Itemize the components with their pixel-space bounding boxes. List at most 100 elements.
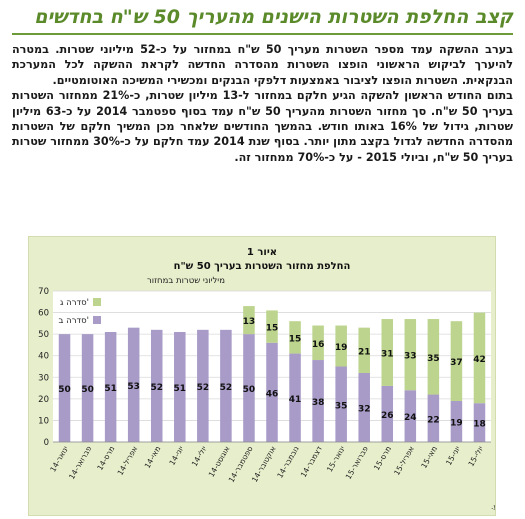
article-body: בערב ההשקה עמד מספר השטרות מעריך 50 ש"ח … xyxy=(12,42,513,165)
x-tick-label: אוקטובר-14 xyxy=(250,445,278,484)
data-label-series-b: 50 xyxy=(81,385,94,395)
bar-series-b xyxy=(104,331,117,442)
page-title: קצב החלפת השטרות הישנים מהעריך 50 ש"ח בח… xyxy=(34,6,513,28)
x-tick-label: מאי-15 xyxy=(419,445,439,470)
legend-label-series-b: סדרה ב' xyxy=(59,316,89,326)
bar-series-b xyxy=(266,342,278,442)
x-tick-label: אפריל-14 xyxy=(116,445,140,477)
data-label-series-g: 15 xyxy=(289,334,302,344)
x-tick-label: יולי-14 xyxy=(190,444,209,468)
data-label-series-g: 15 xyxy=(266,324,279,334)
bar-series-b xyxy=(174,331,186,442)
x-tick-label: פברואר-14 xyxy=(67,444,93,481)
y-tick-label: 50 xyxy=(38,330,49,340)
chart-panel: איור 1 החלפת מחזור השטרות בעריך 50 ש"ח מיל… xyxy=(28,236,525,516)
bar-series-b xyxy=(150,329,163,442)
figure-label: איור 1 xyxy=(247,247,277,258)
x-tick-label: ינואר-15 xyxy=(325,444,347,473)
data-label-series-b: 41 xyxy=(289,395,302,405)
bar-series-g xyxy=(450,321,463,402)
paragraph-1: בערב ההשקה עמד מספר השטרות מעריך 50 ש"ח … xyxy=(12,43,513,87)
data-label-series-b: 53 xyxy=(127,382,140,392)
data-label-series-g: 19 xyxy=(335,343,348,353)
chart-title: החלפת מחזור השטרות בעריך 50 ש"ח xyxy=(174,261,351,272)
x-tick-label: מאי-14 xyxy=(143,445,163,470)
bar-series-b xyxy=(243,334,255,442)
bar-series-g xyxy=(427,319,440,395)
bar-series-b xyxy=(358,372,370,442)
bar-series-b xyxy=(220,329,232,442)
data-label-series-b: 24 xyxy=(404,413,417,423)
data-label-series-b: 38 xyxy=(312,398,325,408)
data-label-series-b: 46 xyxy=(266,389,279,399)
title-underline xyxy=(12,33,513,35)
bar-series-g xyxy=(473,312,486,404)
y-axis-label: מיליוני שטרות במחזור xyxy=(147,276,225,286)
y-tick-label: 70 xyxy=(38,287,49,297)
x-tick-label: ינואר-14 xyxy=(48,444,70,473)
bar-series-b xyxy=(127,327,140,442)
x-tick-label: אפריל-15 xyxy=(392,445,416,477)
data-label-series-b: 52 xyxy=(220,383,233,393)
y-tick-label: 60 xyxy=(38,309,49,319)
data-label-series-b: 19 xyxy=(450,419,463,429)
bar-series-b xyxy=(381,385,394,442)
data-label-series-g: 42 xyxy=(473,355,486,365)
bar-series-b xyxy=(197,329,209,442)
stacked-bar-chart: איור 1 החלפת מחזור השטרות בעריך 50 ש"ח מיל… xyxy=(38,247,525,511)
x-tick-label: נובמבר-14 xyxy=(275,445,300,480)
data-label-series-g: 16 xyxy=(312,340,325,350)
data-label-series-g: 31 xyxy=(381,349,394,359)
x-tick-label: יוני-14 xyxy=(167,444,185,467)
y-tick-label: 10 xyxy=(38,416,49,426)
x-tick-label: פברואר-15 xyxy=(344,444,370,481)
paragraph-2: בתום החודש הראשון להשקה הגיע חלקם במחזור… xyxy=(12,89,513,164)
data-label-series-b: 52 xyxy=(150,383,163,393)
data-label-series-b: 35 xyxy=(335,401,348,411)
bar-series-g xyxy=(243,306,255,335)
bar-series-b xyxy=(473,403,486,442)
data-label-series-g: 37 xyxy=(450,358,463,368)
y-tick-label: 20 xyxy=(38,395,49,405)
x-tick-label: דצמבר-14 xyxy=(299,445,324,479)
bar-series-b xyxy=(58,334,71,442)
bar-series-g xyxy=(312,325,324,361)
y-tick-label: 40 xyxy=(38,352,49,362)
source-note: המקור: מחלקת המטבע. xyxy=(491,502,495,511)
data-label-series-b: 51 xyxy=(174,384,187,394)
y-tick-label: 0 xyxy=(44,438,49,448)
data-label-series-b: 51 xyxy=(104,384,117,394)
data-label-series-b: 18 xyxy=(473,420,486,430)
x-tick-label: יולי-15 xyxy=(466,444,485,468)
bar-series-b xyxy=(289,353,301,442)
data-label-series-b: 50 xyxy=(58,385,71,395)
page-header: קצב החלפת השטרות הישנים מהעריך 50 ש"ח בח… xyxy=(0,0,525,36)
data-label-series-b: 52 xyxy=(197,383,210,393)
data-label-series-b: 22 xyxy=(427,415,440,425)
bar-series-b xyxy=(450,401,463,442)
bar-series-g xyxy=(404,319,417,391)
x-tick-label: אוגוסט-14 xyxy=(207,445,232,479)
bar-series-g xyxy=(266,310,278,343)
x-tick-label: יוני-15 xyxy=(444,444,462,467)
legend-swatch-series-b xyxy=(93,316,101,324)
y-tick-label: 30 xyxy=(38,373,49,383)
data-label-series-b: 50 xyxy=(243,385,256,395)
legend-swatch-series-g xyxy=(93,298,101,306)
bar-series-g xyxy=(335,325,347,367)
data-label-series-b: 26 xyxy=(381,411,394,421)
data-label-series-b: 32 xyxy=(358,404,371,414)
data-label-series-g: 13 xyxy=(243,317,256,327)
data-label-series-g: 33 xyxy=(404,352,417,362)
x-tick-label: מרס-14 xyxy=(95,445,116,472)
x-tick-label: מרס-15 xyxy=(372,445,393,472)
legend-label-series-g: סדרה ג' xyxy=(60,298,89,308)
bar-series-b xyxy=(335,366,347,442)
bar-series-b xyxy=(404,390,417,442)
bar-series-b xyxy=(427,394,440,442)
bar-series-b xyxy=(312,360,324,442)
data-label-series-g: 35 xyxy=(427,354,440,364)
bar-series-g xyxy=(381,319,394,386)
bar-series-g xyxy=(289,321,301,354)
data-label-series-g: 21 xyxy=(358,347,371,357)
